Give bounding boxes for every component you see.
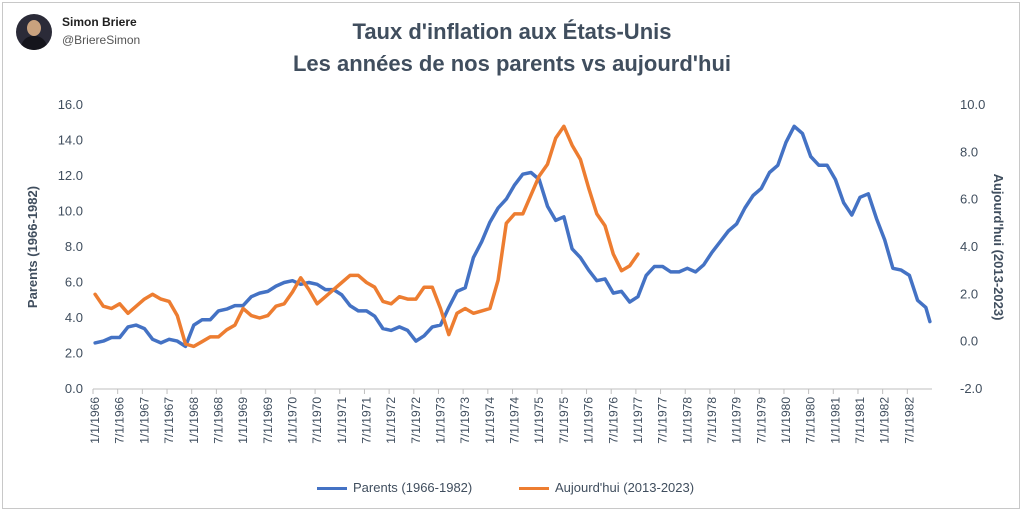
y-left-tick-label: 8.0 [65,239,83,254]
x-tick-label: 1/1/1968 [187,397,201,444]
chart-title: Taux d'inflation aux États-Unis [352,19,672,44]
x-tick-label: 1/1/1973 [434,397,448,444]
series-line-today [93,124,640,349]
y-right-tick-label: 4.0 [960,239,978,254]
y-right-tick-label: 10.0 [960,97,985,112]
y-left-tick-label: 14.0 [58,133,83,148]
x-tick-label: 1/1/1979 [730,397,744,444]
legend: Parents (1966-1982) Aujourd'hui (2013-20… [0,478,1024,498]
author-name: Simon Briere [62,15,137,29]
x-tick-label: 1/1/1977 [631,397,645,444]
x-tick-label: 1/1/1982 [878,397,892,444]
x-tick-label: 7/1/1973 [458,397,472,444]
x-tick-label: 1/1/1975 [532,397,546,444]
x-tick-label: 1/1/1981 [828,397,842,444]
x-tick-label: 7/1/1972 [409,397,423,444]
y-left-tick-label: 6.0 [65,275,83,290]
x-tick-label: 7/1/1976 [606,397,620,444]
author-block: Simon Briere @BriereSimon [16,12,176,56]
x-tick-label: 1/1/1978 [680,397,694,444]
chart-subtitle: Les années de nos parents vs aujourd'hui [292,51,731,76]
series-lines [93,124,932,349]
legend-label-parents: Parents (1966-1982) [353,480,473,495]
y-left-tick-label: 0.0 [65,381,83,396]
x-tick-label: 7/1/1966 [113,397,127,444]
x-tick-label: 7/1/1979 [754,397,768,444]
x-tick-label: 7/1/1971 [360,397,374,444]
y-right-tick-label: 0.0 [960,334,978,349]
x-tick-label: 7/1/1970 [310,397,324,444]
x-tick-label: 7/1/1975 [557,397,571,444]
y-right-tick-label: 2.0 [960,286,978,301]
x-tick-label: 7/1/1980 [804,397,818,444]
axes: 0.0 2.0 4.0 6.0 8.0 10.0 12.0 14.0 16.0 -2.0 0.0 2.… [25,97,1006,444]
x-tick-label: 7/1/1977 [656,397,670,444]
x-tick-label: 1/1/1970 [286,397,300,444]
x-tick-label: 7/1/1978 [705,397,719,444]
author-avatar [16,14,52,50]
y-right-tick-label: 6.0 [960,192,978,207]
x-tick-label: 1/1/1972 [384,397,398,444]
y-right-tick-label: -2.0 [960,381,982,396]
x-tick-label: 1/1/1976 [582,397,596,444]
y-left-tick-label: 10.0 [58,204,83,219]
x-tick-label: 7/1/1974 [508,397,522,444]
y-right-tick-label: 8.0 [960,144,978,159]
x-tick-label: 1/1/1966 [88,397,102,444]
legend-swatch-today [519,487,549,490]
x-tick-label: 1/1/1969 [236,397,250,444]
x-tick-label: 7/1/1982 [902,397,916,444]
x-tick-label: 7/1/1969 [261,397,275,444]
x-tick-label: 7/1/1981 [853,397,867,444]
x-tick-label: 1/1/1980 [779,397,793,444]
legend-swatch-parents [317,487,347,490]
x-tick-label: 1/1/1971 [335,397,349,444]
legend-label-today: Aujourd'hui (2013-2023) [555,480,695,495]
y-left-axis-title: Parents (1966-1982) [25,186,40,308]
y-right-axis-title: Aujourd'hui (2013-2023) [991,174,1006,321]
y-left-tick-label: 4.0 [65,310,83,325]
x-tick-label: 1/1/1974 [483,397,497,444]
y-left-tick-label: 16.0 [58,97,83,112]
y-left-tick-label: 12.0 [58,168,83,183]
x-tick-label: 7/1/1967 [162,397,176,444]
series-line-parents [93,124,932,349]
y-left-tick-label: 2.0 [65,346,83,361]
x-tick-label: 7/1/1968 [211,397,225,444]
author-handle: @BriereSimon [62,33,141,47]
x-tick-label: 1/1/1967 [137,397,151,444]
